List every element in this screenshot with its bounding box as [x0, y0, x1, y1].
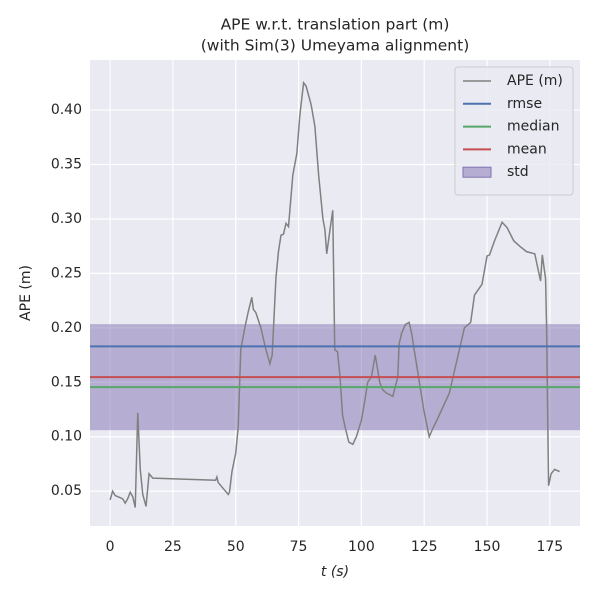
chart-title: APE w.r.t. translation part (m) [221, 16, 450, 34]
x-tick-label: 100 [348, 539, 375, 555]
y-axis-label: APE (m) [18, 265, 34, 321]
legend-label: mean [507, 141, 547, 157]
x-axis-label: t (s) [321, 564, 349, 580]
y-tick-label: 0.10 [51, 429, 82, 445]
y-tick-label: 0.20 [51, 320, 82, 336]
x-tick-label: 75 [290, 539, 308, 555]
x-tick-label: 50 [227, 539, 245, 555]
legend-label: rmse [507, 96, 542, 112]
y-tick-label: 0.15 [51, 374, 82, 390]
x-tick-label: 150 [474, 539, 501, 555]
legend-label: APE (m) [507, 73, 563, 89]
y-tick-label: 0.40 [51, 102, 82, 118]
x-tick-label: 175 [536, 539, 563, 555]
chart-subtitle: (with Sim(3) Umeyama alignment) [201, 37, 470, 55]
legend-swatch [462, 166, 492, 178]
legend-box [454, 66, 574, 196]
y-tick-label: 0.30 [51, 211, 82, 227]
x-tick-label: 0 [106, 539, 115, 555]
legend: APE (m) rmse median mean std [454, 66, 574, 196]
x-tick-label: 125 [411, 539, 438, 555]
ape-line [109, 80, 560, 508]
y-tick-label: 0.25 [51, 265, 82, 281]
y-tick-label: 0.05 [51, 483, 82, 499]
y-tick-label: 0.35 [51, 157, 82, 173]
x-tick-label: 25 [164, 539, 182, 555]
legend-label: median [507, 119, 559, 135]
legend-label: std [507, 164, 529, 180]
